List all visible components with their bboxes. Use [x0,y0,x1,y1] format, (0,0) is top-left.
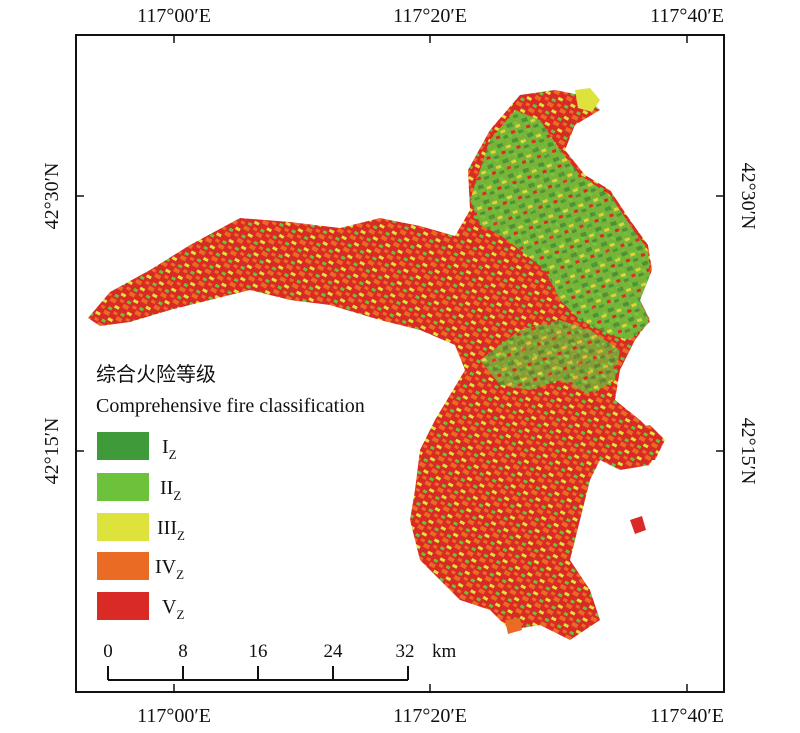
legend-swatch [97,473,149,501]
bottom-tick-label: 117°40′E [650,705,724,727]
scale-tick-label: 16 [249,641,268,662]
scale-tick-label: 0 [103,641,113,662]
legend-label: IZ [162,436,177,462]
legend-label: IVZ [155,556,184,582]
graticule-ticks [76,35,724,692]
left-tick-label: 42°15′N [41,418,63,485]
legend-label: IIIZ [157,517,185,543]
bottom-tick-label: 117°00′E [137,705,211,727]
right-tick-label: 42°15′N [737,418,759,485]
legend: 综合火险等级 Comprehensive fire classification… [96,363,365,622]
legend-label: VZ [162,596,184,622]
legend-swatch [97,592,149,620]
scale-tick-label: 32 [396,641,415,662]
legend-swatch [97,432,149,460]
top-tick-label: 117°20′E [393,5,467,27]
scale-tick-label: 24 [324,641,344,662]
left-tick-label: 42°30′N [41,163,63,230]
legend-label: IIZ [160,477,181,503]
scale-tick-label: 8 [178,641,188,662]
legend-swatch [97,552,149,580]
study-region [88,88,665,640]
legend-title-zh: 综合火险等级 [96,363,216,386]
legend-swatch [97,513,149,541]
top-tick-label: 117°00′E [137,5,211,27]
bottom-tick-label: 117°20′E [393,705,467,727]
right-tick-label: 42°30′N [737,163,759,230]
scale-unit: km [432,641,457,662]
scale-bar: 0 8 16 24 32 km [103,641,457,681]
map-frame [75,34,725,693]
legend-title-en: Comprehensive fire classification [96,395,365,417]
top-tick-label: 117°40′E [650,5,724,27]
